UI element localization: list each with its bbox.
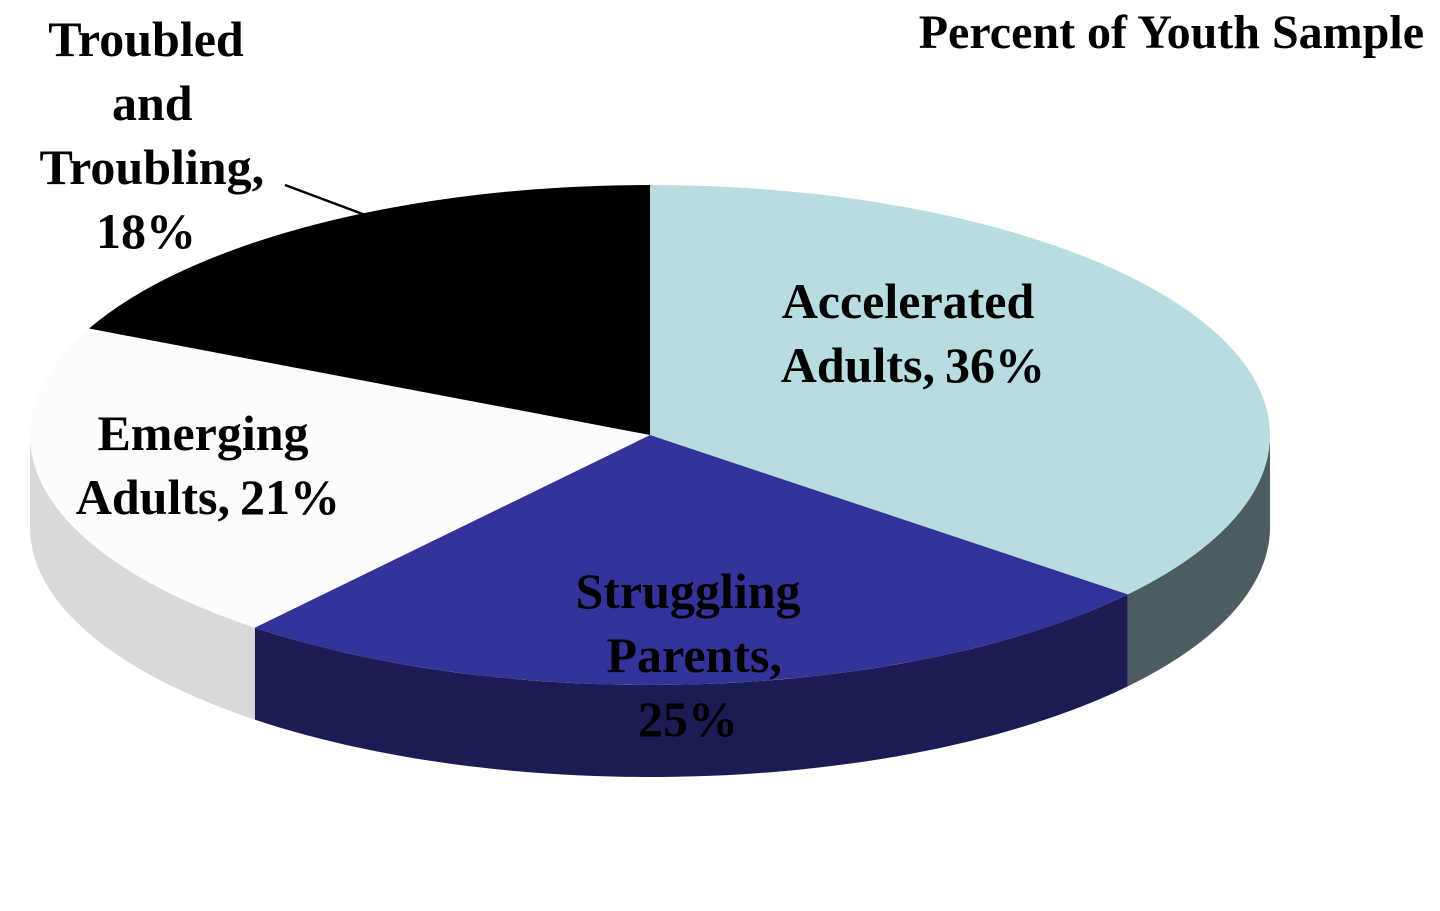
pie-side	[30, 435, 255, 720]
value-label: 36%	[945, 337, 1045, 393]
slice-label: Accelerated Adults,	[771, 273, 1034, 393]
pie-slice	[89, 185, 651, 435]
leader-line	[284, 183, 369, 218]
pie-slice	[650, 185, 1271, 595]
pie-sides	[30, 435, 1270, 777]
slice-label: Emerging Adults,	[66, 405, 309, 525]
value-label: 25%	[638, 691, 738, 747]
pie-labels: Accelerated Adults, 36% Struggling Parents…	[28, 11, 1045, 747]
slice-label: Struggling Parents,	[575, 563, 800, 683]
value-label: 21%	[240, 469, 340, 525]
slice-label: Troubled and Troubling,	[28, 11, 264, 195]
pie-slice	[30, 328, 650, 628]
value-label: 18%	[96, 203, 196, 259]
pie-slice	[254, 435, 1128, 685]
chart-title: Percent of Youth Sample	[919, 6, 1424, 59]
pie-side	[254, 594, 1128, 777]
pie-side	[1127, 435, 1270, 687]
pie-tops	[30, 185, 1271, 685]
